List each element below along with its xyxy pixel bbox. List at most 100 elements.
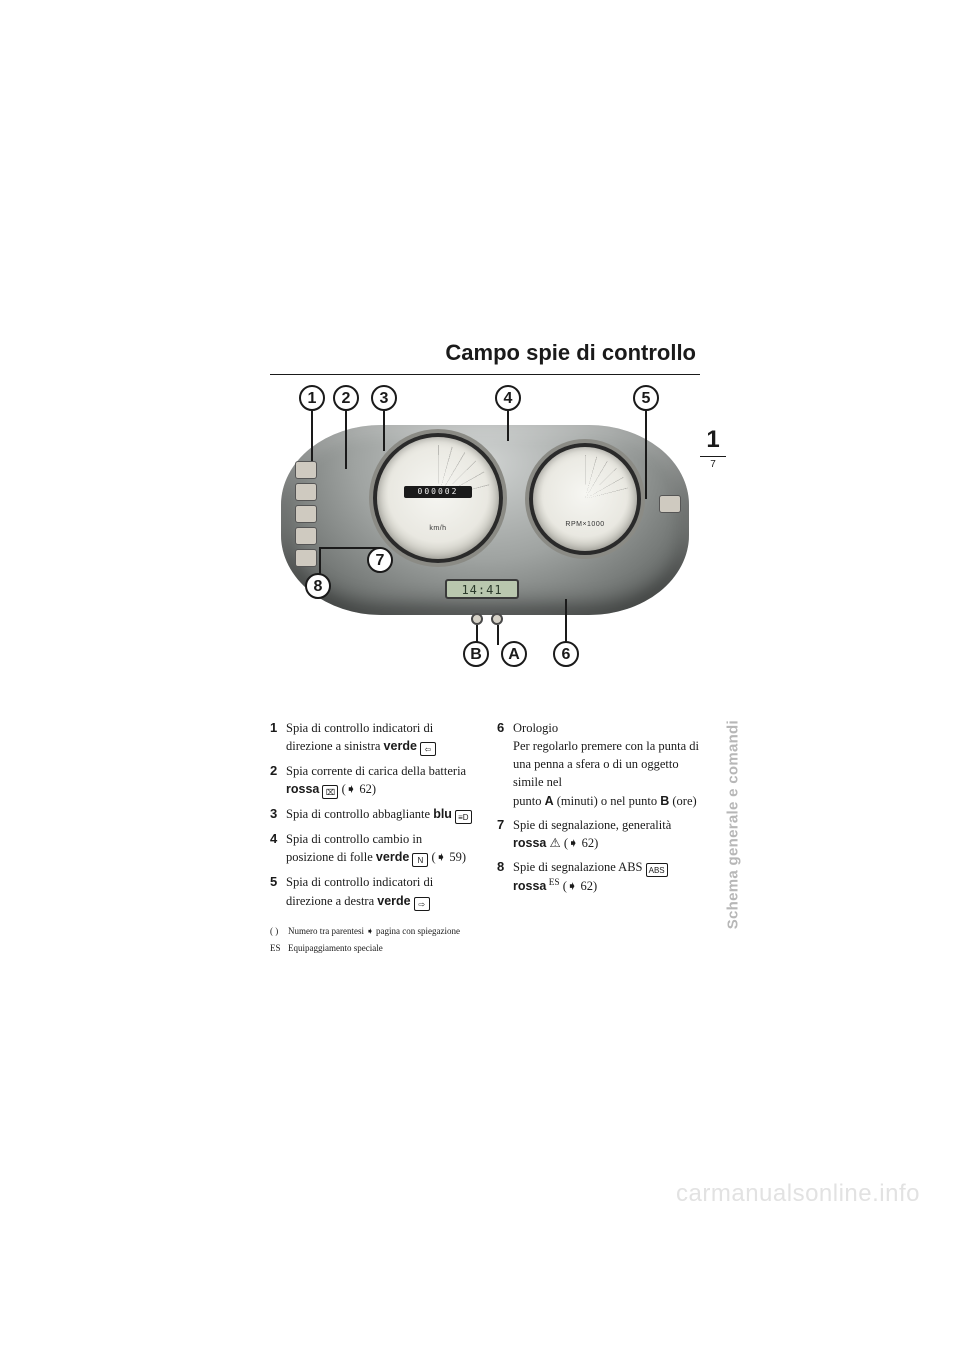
legend-post: ( [338,782,345,796]
legend-num: 8 [497,858,513,895]
side-tab: 1 7 [700,426,726,470]
legend-pre: Spia corrente di carica della batteria [286,764,466,778]
legend-text: Spia corrente di carica della batteria r… [286,762,473,799]
callout-8: 8 [305,573,331,599]
footnote-a: Numero tra parentesi [288,926,366,936]
legend-entry: 7 Spie di segnalazione, generalità rossa… [497,816,700,852]
legend-body2b: (minuti) o nel punto [554,794,661,808]
indicator-lamp [295,483,317,501]
pointer-icon: ➧ [366,926,374,936]
legend-entry: 1 Spia di controllo indicatori di direzi… [270,719,473,756]
legend-text: Spia di controllo cambio in posizione di… [286,830,473,867]
footnote-mark: ( ) [270,925,288,939]
callout-5: 5 [633,385,659,411]
callout-lead [319,547,343,549]
legend-post: ( [561,836,568,850]
callout-lead [345,411,347,469]
high-beam-icon: ≡D [455,810,471,824]
chapter-number: 1 [700,426,726,457]
legend-ref: 62) [577,879,597,893]
pointer-icon: ➧ [567,879,577,893]
legend-num: 6 [497,719,513,810]
watermark: carmanualsonline.info [676,1180,920,1208]
gauge-ticks [541,455,629,543]
speedometer: 000002 km/h [373,433,503,563]
clock-button-b [471,613,483,625]
right-indicator-lamp [659,495,681,513]
legend-entry: 5 Spia di controllo indicatori di direzi… [270,873,473,910]
footnote-text: Numero tra parentesi ➧ pagina con spiega… [288,925,460,939]
right-arrow-icon: ⇨ [414,897,430,911]
neutral-icon: N [412,853,428,867]
left-arrow-icon: ⇦ [420,742,436,756]
page-title: Campo spie di controllo [270,340,700,375]
legend-text: Spia di controllo indicatori di direzion… [286,873,473,910]
callout-lead [383,411,385,451]
legend-pre: Spie di segnalazione ABS [513,860,646,874]
legend-color: rossa [513,836,546,850]
legend-color: verde [376,850,409,864]
tachometer-unit: RPM×1000 [533,521,637,528]
legend-body2a: punto [513,794,545,808]
legend-color: rossa [513,879,546,893]
legend-columns: 1 Spia di controllo indicatori di direzi… [270,719,700,960]
legend-color: verde [377,894,410,908]
clock-lcd: 14:41 [445,579,519,599]
pointer-icon: ➧ [346,782,356,796]
legend-entry: 6 Orologio Per regolarlo premere con la … [497,719,700,810]
odometer: 000002 [404,486,472,498]
es-superscript: ES [546,878,559,888]
footnotes: ( ) Numero tra parentesi ➧ pagina con sp… [270,925,473,956]
callout-lead [645,411,647,499]
callout-lead [497,625,499,645]
legend-entry: 2 Spia corrente di carica della batteria… [270,762,473,799]
battery-icon: ⌧ [322,785,338,799]
callout-7: 7 [367,547,393,573]
legend-bold-b: B [660,794,669,808]
gauge-ticks [385,445,491,551]
warning-icon: ⚠ [549,836,560,850]
legend-num: 1 [270,719,286,756]
legend-text: Spie di segnalazione, generalità rossa ⚠… [513,816,700,852]
legend-body2c: (ore) [669,794,696,808]
legend-num: 2 [270,762,286,799]
legend-right-column: 6 Orologio Per regolarlo premere con la … [497,719,700,960]
callout-4: 4 [495,385,521,411]
speedometer-unit: km/h [377,525,499,532]
legend-text: Spie di segnalazione ABS ABS rossa ES (➧… [513,858,700,895]
callout-3: 3 [371,385,397,411]
pointer-icon: ➧ [436,850,446,864]
tachometer: RPM×1000 [529,443,641,555]
footnote: ES Equipaggiamento speciale [270,942,473,956]
legend-post: ( [560,879,567,893]
legend-text: Spia di controllo abbagliante blu ≡D [286,805,473,824]
callout-lead [311,411,313,461]
footnote-b: pagina con spiegazione [374,926,460,936]
legend-ref: 62) [578,836,598,850]
footnote: ( ) Numero tra parentesi ➧ pagina con sp… [270,925,473,939]
pointer-icon: ➧ [568,836,578,850]
legend-color: blu [433,807,452,821]
legend-left-column: 1 Spia di controllo indicatori di direzi… [270,719,473,960]
footnote-mark: ES [270,942,288,956]
callout-6: 6 [553,641,579,667]
callout-2: 2 [333,385,359,411]
indicator-lamp [295,549,317,567]
callout-a: A [501,641,527,667]
legend-ref: 59) [446,850,466,864]
legend-color: verde [384,739,417,753]
legend-ref: 62) [356,782,376,796]
legend-entry: 3 Spia di controllo abbagliante blu ≡D [270,805,473,824]
legend-text: Orologio Per regolarlo premere con la pu… [513,719,700,810]
legend-num: 3 [270,805,286,824]
legend-bold-a: A [545,794,554,808]
callout-lead [507,411,509,441]
indicator-lamp [295,461,317,479]
callout-lead [565,599,567,645]
legend-pre: Spia di controllo indicatori di direzion… [286,875,433,907]
legend-post: ( [428,850,435,864]
abs-icon: ABS [646,863,668,877]
legend-entry: 4 Spia di controllo cambio in posizione … [270,830,473,867]
legend-body: Per regolarlo premere con la punta di un… [513,739,699,789]
indicator-lamp [295,505,317,523]
